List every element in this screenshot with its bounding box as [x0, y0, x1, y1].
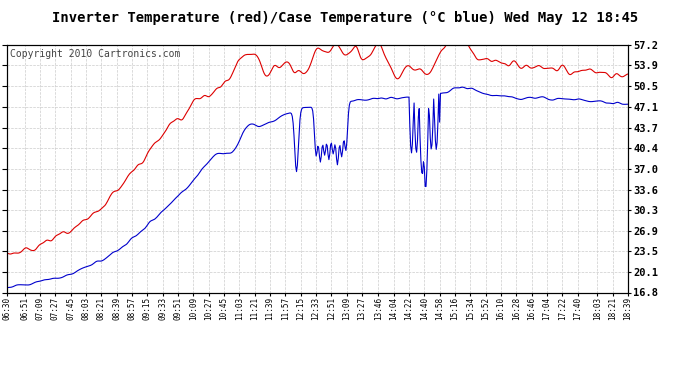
Text: Inverter Temperature (red)/Case Temperature (°C blue) Wed May 12 18:45: Inverter Temperature (red)/Case Temperat…	[52, 11, 638, 25]
Text: Copyright 2010 Cartronics.com: Copyright 2010 Cartronics.com	[10, 49, 180, 59]
